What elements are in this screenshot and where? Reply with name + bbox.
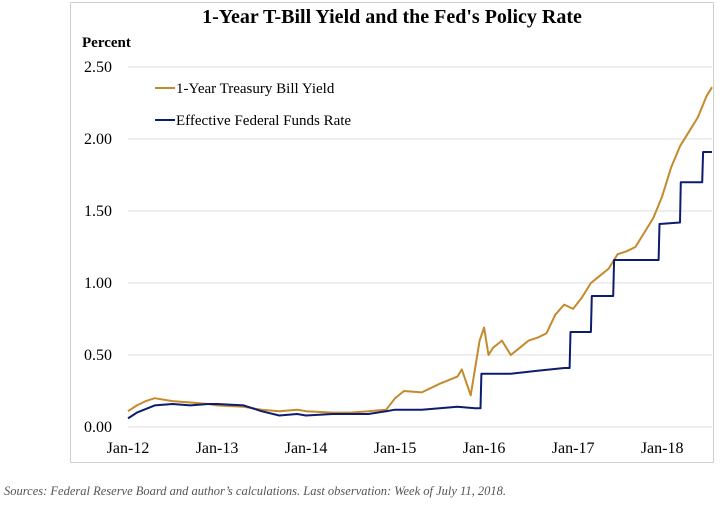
y-tick-label: 2.00 [84,131,112,148]
fed-funds-rate-line [127,151,712,420]
y-tick-label: 0.00 [84,419,112,436]
chart-title: 1-Year T-Bill Yield and the Fed's Policy… [202,6,582,28]
x-tick-label: Jan-14 [285,440,328,457]
chart-svg: 0.00 0.50 1.00 1.50 2.00 2.50 Jan-12 Jan-13 Jan-… [84,59,713,457]
y-tick-label: 1.50 [84,203,112,220]
y-tick-label: 0.50 [84,347,112,364]
x-tick-label: Jan-15 [374,440,417,457]
y-tick-label: 1.00 [84,275,112,292]
x-tick-label: Jan-12 [107,440,150,457]
x-tick-label: Jan-13 [196,440,239,457]
treasury-bill-yield-line [127,86,713,414]
y-axis-label: Percent [82,35,131,51]
legend-label: Effective Federal Funds Rate [176,113,351,129]
legend-label: 1-Year Treasury Bill Yield [176,81,335,97]
source-caption: Sources: Federal Reserve Board and autho… [4,484,507,498]
x-tick-label: Jan-16 [463,440,506,457]
x-tick-label: Jan-17 [552,440,595,457]
y-tick-label: 2.50 [84,59,112,76]
x-tick-label: Jan-18 [641,440,684,457]
chart-frame [70,2,714,463]
